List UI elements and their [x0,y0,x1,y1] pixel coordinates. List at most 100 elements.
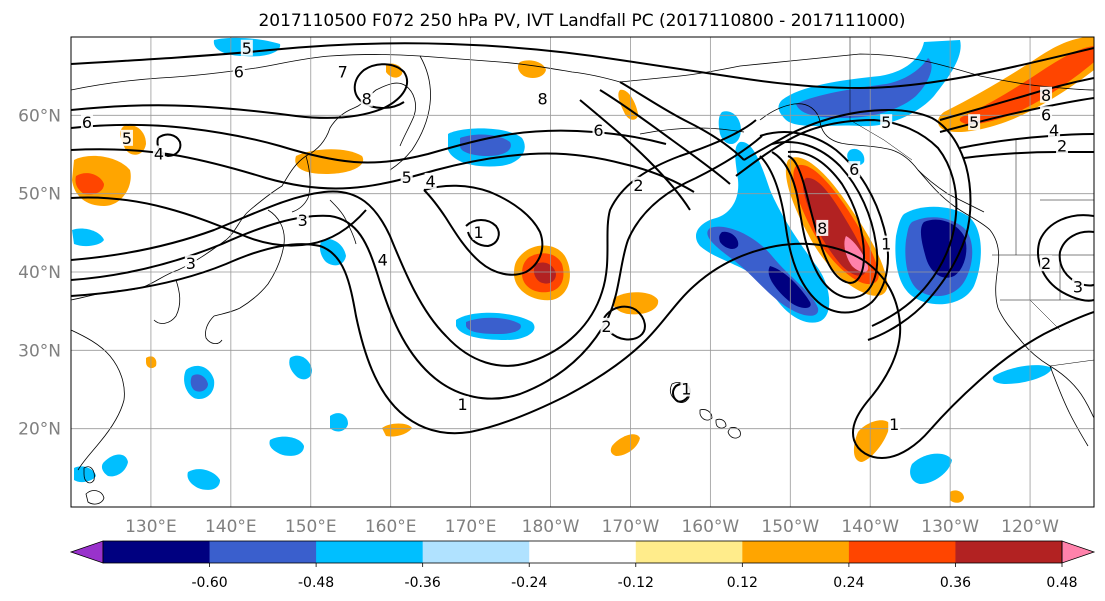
colorbar-tick-label: 0.12 [727,575,758,591]
borders [849,37,1094,367]
pv-contour-20 [603,305,646,341]
colorbar-extend-high [1061,540,1096,564]
contour-label-background [296,212,309,229]
contour-label-background [880,235,893,252]
colorbar-tick-label: -0.24 [511,575,547,591]
contour-label-background [680,380,693,397]
pv-contour-17 [71,148,695,193]
contour-label-background [1056,137,1069,154]
negative-anomaly-gulf [718,111,741,145]
contour-label-background [1040,106,1053,123]
contour-label-background [880,114,893,131]
contour-label-background [816,219,829,236]
contour-label: 5 [881,113,891,132]
negative-anomaly-wake [330,413,348,432]
longitude-label: 150°E [285,517,337,537]
contour-label: 1 [681,380,691,399]
negative-anomaly-bonin [289,355,312,380]
contour-label: 2 [1041,254,1051,273]
contour-label: 6 [593,121,603,140]
contour-label-background [592,122,605,138]
positive-anomaly-east-pacific [950,490,964,503]
colorbar-segment [422,541,530,563]
longitude-label: 150°W [761,517,819,537]
colorbar-tick-label: -0.12 [618,575,654,591]
contour-label-background [968,114,981,131]
contour-label: 6 [1041,105,1051,124]
contour-label: 4 [426,172,436,191]
bc-coast [917,169,1094,419]
pv-contour-6 [759,131,889,314]
negative-anomaly-philippine-sea [187,469,220,490]
longitude-label: 140°E [205,517,257,537]
positive-anomaly-siberia-core [75,173,104,195]
philippines [85,490,105,505]
contour-label: 4 [378,250,388,269]
longitude-label: 170°W [602,517,660,537]
colorbar-extend-low [69,540,104,564]
colorbar-segment [955,541,1063,563]
negative-anomaly-kuril [319,238,346,266]
longitude-label: 180°W [522,517,580,537]
negative-anomaly-marianas [269,436,304,456]
contour-label-background [120,129,133,146]
negative-anomaly-japan-core [190,374,208,392]
pv-contour-7 [771,141,879,299]
contour-label: 2 [633,176,643,195]
contour-label-background [632,176,645,193]
colorbar-tick-label: 0.48 [1046,575,1077,591]
contour-label-background [232,63,245,80]
latitude-label: 20°N [18,420,61,440]
contour-label: 5 [402,168,412,187]
longitude-label: 170°E [445,517,497,537]
negative-anomaly-luzon [74,466,96,483]
contour-label: 2 [1057,137,1067,156]
japan-south [205,315,223,344]
contour-label-background [600,317,613,334]
us-mexico-border [1049,359,1094,367]
pv-contour-13 [579,99,691,211]
sakhalin [291,155,311,213]
alaska-canada-border [849,37,913,161]
japan [213,209,285,317]
negative-anomaly-subtropics [910,453,952,484]
pv-contour-15 [71,63,409,119]
negative-anomaly-mexico [992,365,1052,384]
contour-label-background [1040,255,1053,272]
contour-label: 2 [601,317,611,336]
contour-label: 3 [1073,278,1083,297]
pv-contour-3 [71,243,471,435]
pv-contours [71,42,1094,460]
contour-label-background [360,90,373,107]
longitude-label: 140°W [841,517,899,537]
longitude-label: 120°W [1001,517,1059,537]
colorbar-segment [742,541,850,563]
contour-label: 5 [242,39,252,58]
contour-label: 6 [82,113,92,132]
longitude-label: 160°W [681,517,739,537]
positive-anomaly-tropics-2 [382,423,412,437]
contour-label-background [424,172,437,189]
pv-contour-18 [423,184,544,276]
positive-anomaly-tropics [610,434,640,456]
pv-contour-26 [939,77,1094,121]
contour-label: 4 [1049,121,1059,140]
pv-contour-10 [735,118,958,327]
pv-contour-5 [852,311,1094,460]
pv-contour-12 [599,89,731,185]
contour-label-background [456,396,469,413]
colorbar-tick-label: 0.24 [833,575,864,591]
contour-label: 6 [849,160,859,179]
korea [153,279,181,324]
contour-label-background [848,161,861,178]
colorbar-labels: -0.60 -0.48 -0.36 -0.24 -0.12 0.12 0.24 0.36 0.4… [191,563,1078,591]
negative-anomaly-west-dark [768,266,811,308]
positive-anomaly-core-3 [844,236,869,272]
latitude-label: 30°N [18,341,61,361]
contour-label-background [240,39,253,56]
contour-label: 1 [458,395,468,414]
pv-contour-25 [939,97,1094,133]
